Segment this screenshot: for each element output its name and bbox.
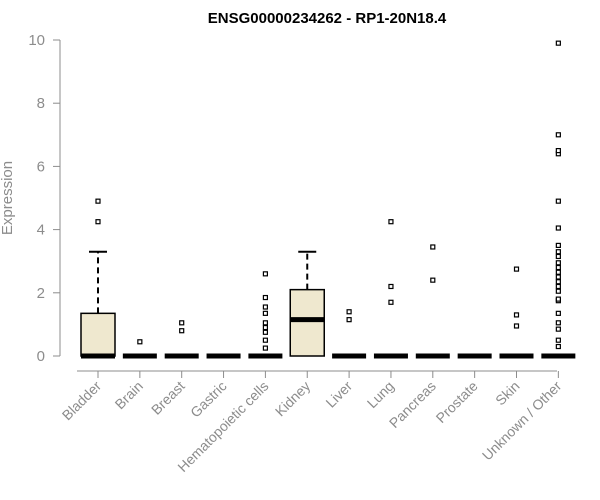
outlier-point	[555, 320, 561, 326]
iqr-box	[80, 312, 116, 357]
outlier-point	[179, 328, 185, 334]
outlier-point	[555, 279, 561, 285]
outlier-point	[262, 345, 268, 351]
x-tick-label: Kidney	[272, 378, 314, 420]
outlier-point	[388, 299, 394, 305]
box-kidney	[289, 250, 325, 357]
outlier-point	[262, 324, 268, 331]
outlier-point	[513, 323, 520, 329]
outlier-point	[555, 283, 561, 290]
y-ticks: 0 2 4 6 8 10	[28, 32, 60, 365]
y-tick-label: 6	[37, 158, 45, 175]
outlier-point	[555, 253, 561, 260]
outlier-point	[513, 312, 520, 318]
outlier-point	[555, 288, 561, 294]
outlier-point	[555, 198, 561, 204]
x-tick-label: Unknown / Other	[479, 378, 565, 464]
outlier-point	[137, 339, 143, 345]
box-pancreas	[415, 244, 450, 359]
outlier-point	[555, 296, 561, 302]
y-tick-label: 4	[37, 222, 45, 239]
outlier-point	[555, 148, 561, 154]
outlier-point	[555, 40, 561, 46]
y-tick-label: 8	[37, 95, 45, 112]
outlier-point	[555, 132, 561, 138]
outlier-point	[262, 271, 268, 277]
box-skin	[499, 266, 534, 359]
outlier-point	[262, 337, 268, 343]
chart-title: ENSG00000234262 - RP1-20N18.4	[208, 10, 447, 27]
box-brain	[122, 339, 157, 359]
x-tick-label: Liver	[322, 378, 355, 411]
outlier-point	[513, 266, 520, 272]
outlier-point	[555, 274, 561, 280]
outlier-point	[95, 219, 101, 225]
outlier-point	[430, 277, 436, 283]
x-tick-label: Pancreas	[386, 378, 439, 431]
x-tick-label: Breast	[148, 378, 188, 418]
outlier-point	[555, 310, 561, 316]
outlier-point	[346, 309, 352, 315]
outlier-point	[555, 249, 561, 255]
x-tick-label: Prostate	[433, 378, 481, 426]
x-tick-label: Lung	[364, 378, 397, 411]
box-hematopoietic-cells	[248, 271, 283, 359]
y-tick-label: 0	[37, 348, 45, 365]
outlier-point	[555, 264, 561, 271]
box-bladder	[80, 198, 116, 359]
outlier-point	[262, 329, 268, 335]
y-tick-label: 10	[28, 32, 45, 49]
outlier-point	[555, 343, 561, 350]
iqr-box	[289, 288, 325, 357]
outlier-point	[430, 244, 436, 250]
box-lung	[373, 219, 408, 359]
outlier-point	[179, 320, 185, 326]
y-tick-label: 2	[37, 285, 45, 302]
outlier-point	[555, 337, 561, 343]
outlier-point	[555, 225, 561, 231]
outlier-point	[555, 260, 561, 266]
y-axis-label: Expression	[0, 161, 16, 235]
outlier-point	[262, 294, 268, 301]
box-liver	[332, 309, 367, 359]
outlier-point	[346, 317, 352, 323]
outlier-point	[262, 320, 268, 326]
x-tick-label: Brain	[112, 378, 146, 412]
x-tick-label: Skin	[492, 378, 523, 409]
outlier-point	[555, 242, 561, 248]
outlier-point	[388, 219, 394, 225]
outlier-point	[262, 310, 268, 316]
boxes	[80, 40, 576, 359]
outlier-point	[262, 304, 268, 310]
box-breast	[164, 320, 199, 359]
outlier-point	[388, 283, 394, 290]
outlier-point	[95, 198, 101, 204]
x-tick-label: Bladder	[59, 378, 105, 424]
outlier-point	[555, 326, 561, 332]
outlier-point	[555, 269, 561, 275]
box-unknown-other	[541, 40, 576, 359]
